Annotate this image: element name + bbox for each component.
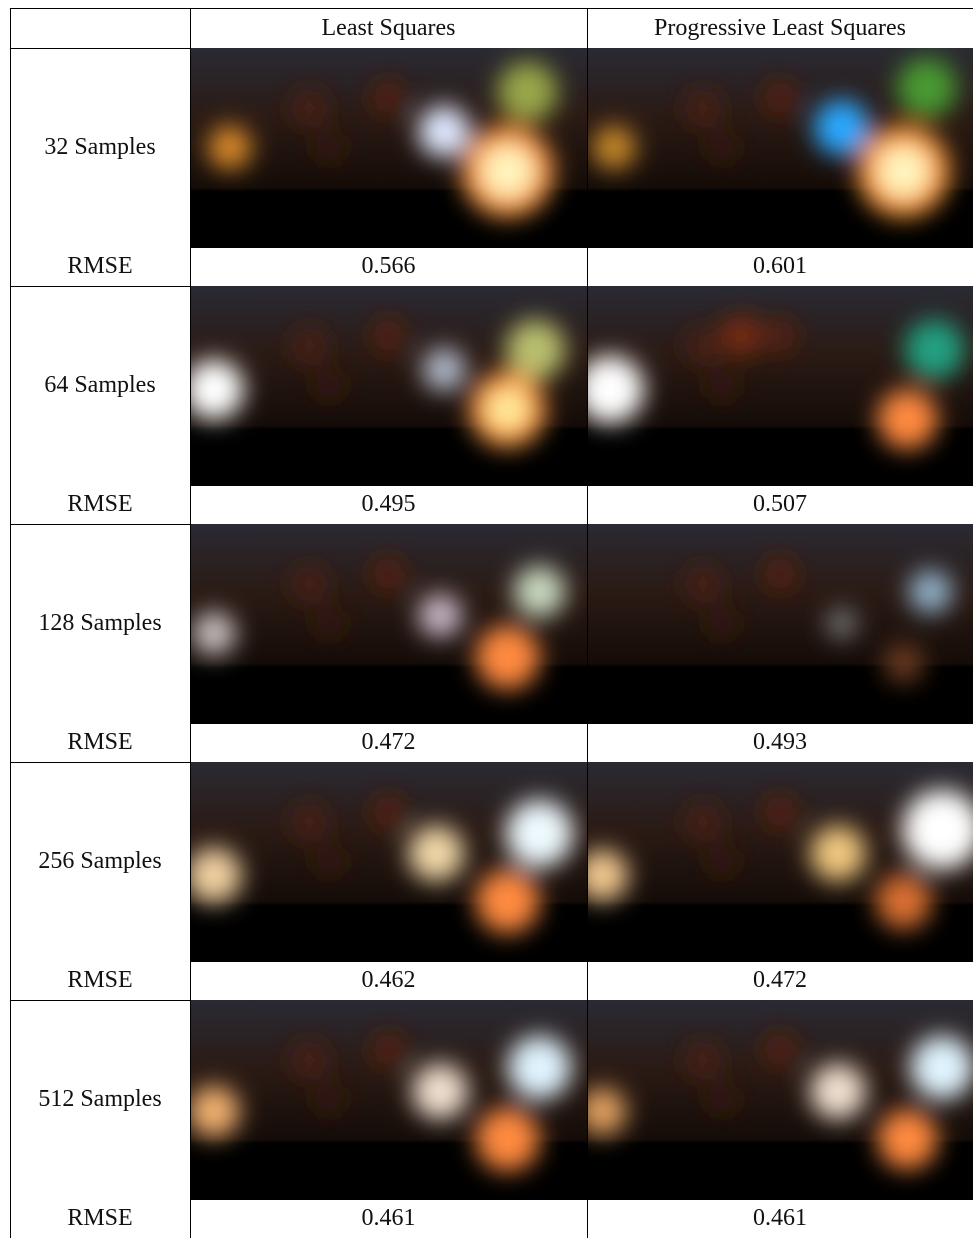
row-label: 32 Samples (44, 134, 156, 160)
border (190, 961, 973, 962)
result-image (587, 762, 973, 961)
row-label: 128 Samples (38, 610, 162, 636)
result-image (190, 762, 587, 961)
result-image (587, 286, 973, 485)
metric-label: RMSE (67, 1205, 133, 1231)
row-label: 512 Samples (38, 1086, 162, 1112)
header-corner (10, 8, 190, 48)
rmse-value: 0.461 (361, 1205, 416, 1231)
rmse-value: 0.462 (361, 967, 416, 993)
rmse-value: 0.507 (753, 491, 807, 517)
border (10, 8, 11, 1238)
metric-label: RMSE (67, 729, 133, 755)
metric-label: RMSE (67, 967, 133, 993)
row-label: 256 Samples (38, 848, 162, 874)
result-image (587, 524, 973, 723)
rmse-value: 0.566 (361, 253, 416, 279)
result-image (190, 524, 587, 723)
result-image (190, 48, 587, 247)
border (190, 247, 973, 248)
rmse-value: 0.461 (753, 1205, 807, 1231)
metric-label: RMSE (67, 491, 133, 517)
border (190, 8, 191, 1238)
column-header: Progressive Least Squares (654, 14, 906, 41)
column-header: Least Squares (321, 14, 456, 41)
rmse-value: 0.601 (753, 253, 807, 279)
border (587, 8, 588, 1238)
border (10, 8, 973, 9)
result-image (190, 1000, 587, 1199)
border (190, 723, 973, 724)
result-image (587, 48, 973, 247)
rmse-value: 0.495 (361, 491, 416, 517)
result-image (587, 1000, 973, 1199)
rmse-value: 0.493 (753, 729, 807, 755)
border (190, 485, 973, 486)
rmse-value: 0.472 (753, 967, 807, 993)
row-label: 64 Samples (44, 372, 156, 398)
border (190, 1199, 973, 1200)
metric-label: RMSE (67, 253, 133, 279)
result-image (190, 286, 587, 485)
rmse-value: 0.472 (361, 729, 416, 755)
